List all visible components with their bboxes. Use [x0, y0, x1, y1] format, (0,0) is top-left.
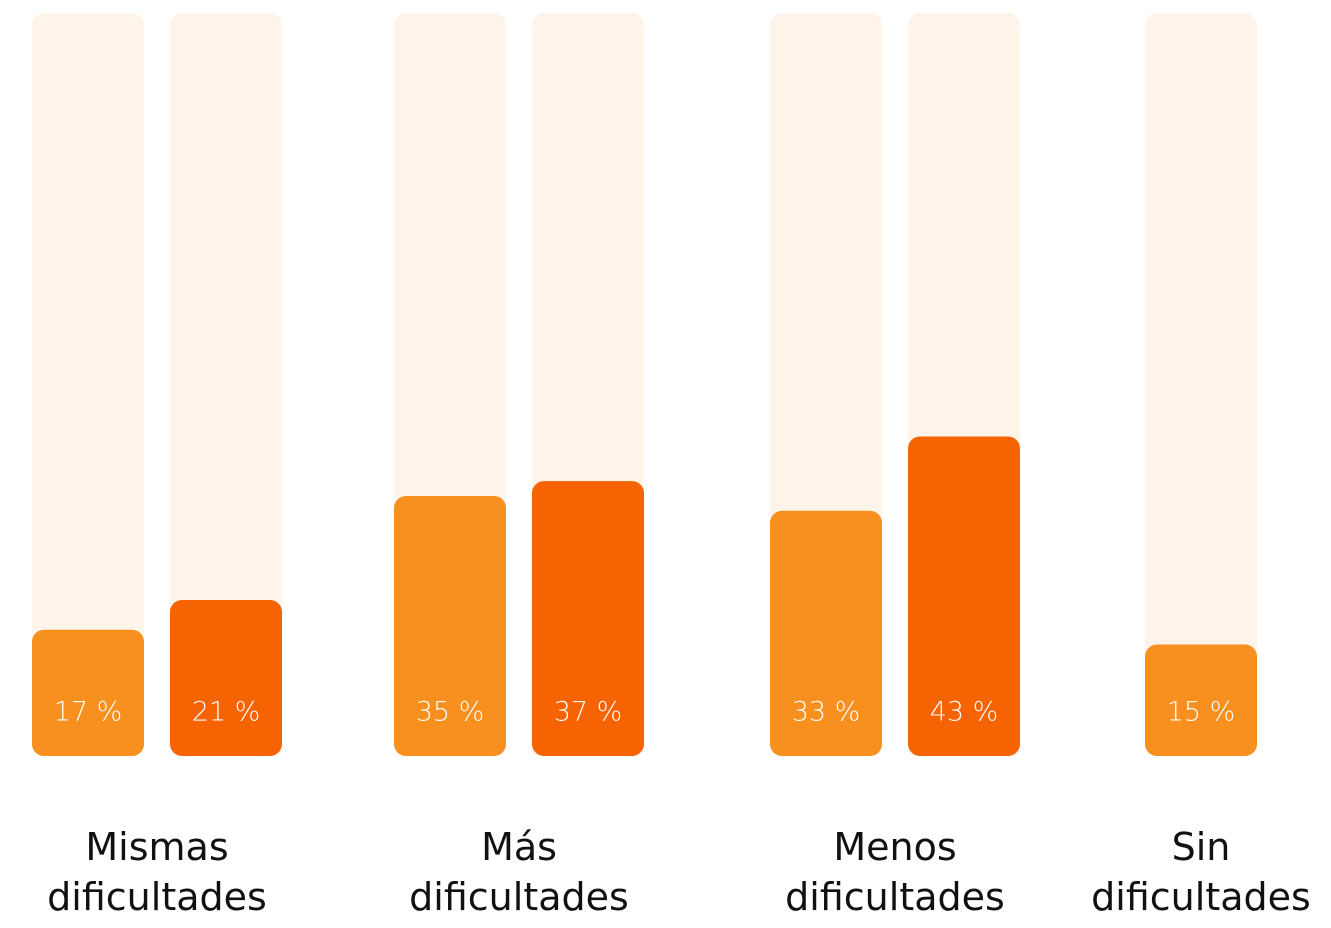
value-label: 21 %: [192, 697, 261, 728]
category-label: Sin dificultades: [1091, 825, 1311, 919]
bar: [770, 510, 882, 756]
bar-track: [170, 13, 282, 756]
bar: [532, 481, 644, 756]
value-label: 43 %: [930, 697, 999, 728]
bar-track: [1145, 13, 1257, 756]
bar-track: [32, 13, 144, 756]
value-label: 17 %: [54, 697, 123, 728]
bar: [1145, 644, 1257, 756]
value-label: 37 %: [554, 697, 623, 728]
bar: [32, 629, 144, 756]
category-label: Menos dificultades: [785, 825, 1005, 919]
value-label: 15 %: [1167, 697, 1236, 728]
value-label: 35 %: [416, 697, 485, 728]
category-label: Más dificultades: [409, 825, 629, 919]
bar: [908, 436, 1020, 756]
category-label: Mismas dificultades: [47, 825, 267, 919]
value-label: 33 %: [792, 697, 861, 728]
bar: [394, 495, 506, 756]
bar: [170, 599, 282, 756]
